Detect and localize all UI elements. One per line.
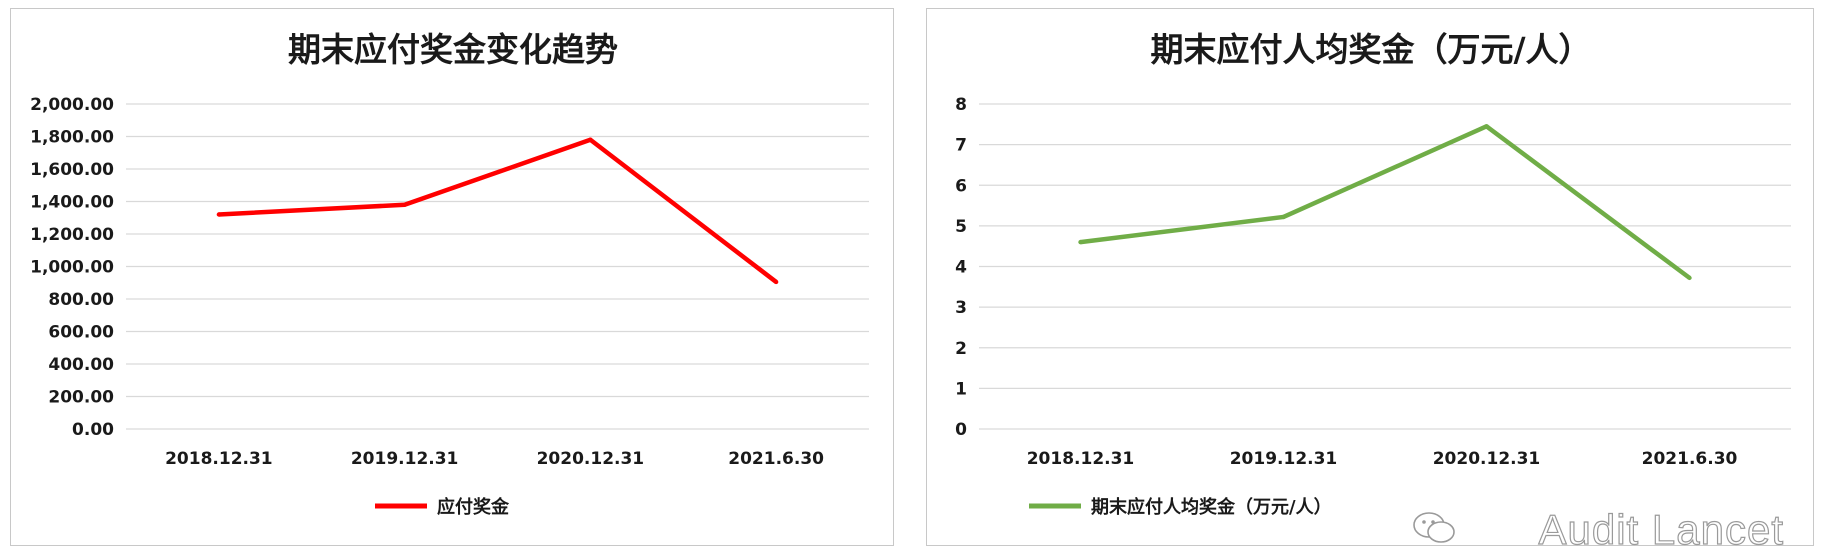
- y-tick-label: 1,200.00: [30, 225, 114, 245]
- y-tick-label: 1: [955, 379, 967, 399]
- chart-panel-bonus-payable: 期末应付奖金变化趋势 0.00 200.00 400.00 600.00 800.00 1,…: [10, 8, 894, 546]
- chart-panel-per-capita-bonus: 期末应付人均奖金（万元/人） 0 1 2 3 4 5 6 7 8 2018.12.31 2019.12…: [926, 8, 1814, 546]
- x-tick-label: 2019.12.31: [351, 449, 459, 469]
- y-tick-label: 600.00: [48, 323, 114, 343]
- y-tick-label: 1,600.00: [30, 160, 114, 180]
- data-point: [1078, 239, 1083, 245]
- x-tick-label: 2021.6.30: [1642, 449, 1738, 469]
- wechat-icon: [1413, 512, 1455, 543]
- chart-title: 期末应付人均奖金（万元/人）: [1150, 30, 1591, 69]
- series-line: [1080, 124, 1691, 280]
- data-point: [216, 212, 222, 217]
- data-point: [1281, 214, 1286, 220]
- y-tick-label: 400.00: [48, 355, 114, 375]
- data-point: [773, 279, 779, 285]
- legend-label: 应付奖金: [437, 496, 510, 518]
- x-tick-label: 2020.12.31: [1433, 449, 1541, 469]
- x-tick-label: 2018.12.31: [165, 449, 273, 469]
- y-tick-label: 7: [955, 136, 967, 156]
- chart-title: 期末应付奖金变化趋势: [288, 30, 618, 69]
- y-tick-label: 5: [955, 217, 967, 237]
- watermark-text: Audit Lancet: [1538, 505, 1784, 553]
- y-tick-label: 0.00: [72, 420, 114, 440]
- y-tick-label: 1,400.00: [30, 193, 114, 213]
- data-point: [588, 137, 593, 142]
- y-tick-label: 800.00: [48, 290, 114, 310]
- x-tick-label: 2018.12.31: [1027, 449, 1135, 469]
- x-tick-label: 2020.12.31: [537, 449, 645, 469]
- data-point: [402, 202, 407, 207]
- x-tick-label: 2019.12.31: [1230, 449, 1338, 469]
- series-line: [218, 137, 778, 284]
- legend-label: 期末应付人均奖金（万元/人）: [1091, 496, 1332, 518]
- chart-per-capita-bonus: 期末应付人均奖金（万元/人） 0 1 2 3 4 5 6 7 8 2018.12.31 2019.12…: [955, 30, 1791, 518]
- y-tick-label: 3: [955, 298, 967, 318]
- y-tick-label: 2: [955, 339, 967, 359]
- y-tick-label: 0: [955, 420, 967, 440]
- data-point: [1687, 275, 1692, 281]
- x-tick-label: 2021.6.30: [728, 449, 824, 469]
- y-tick-label: 8: [955, 95, 967, 115]
- data-point: [1484, 124, 1489, 129]
- y-tick-label: 1,800.00: [30, 128, 114, 148]
- y-tick-label: 4: [955, 258, 967, 278]
- y-tick-label: 6: [955, 176, 967, 196]
- y-tick-label: 1,000.00: [30, 258, 114, 278]
- y-tick-label: 200.00: [48, 388, 114, 408]
- y-tick-label: 2,000.00: [30, 95, 114, 115]
- chart-bonus-payable: 期末应付奖金变化趋势 0.00 200.00 400.00 600.00 800.00 1,…: [30, 30, 869, 518]
